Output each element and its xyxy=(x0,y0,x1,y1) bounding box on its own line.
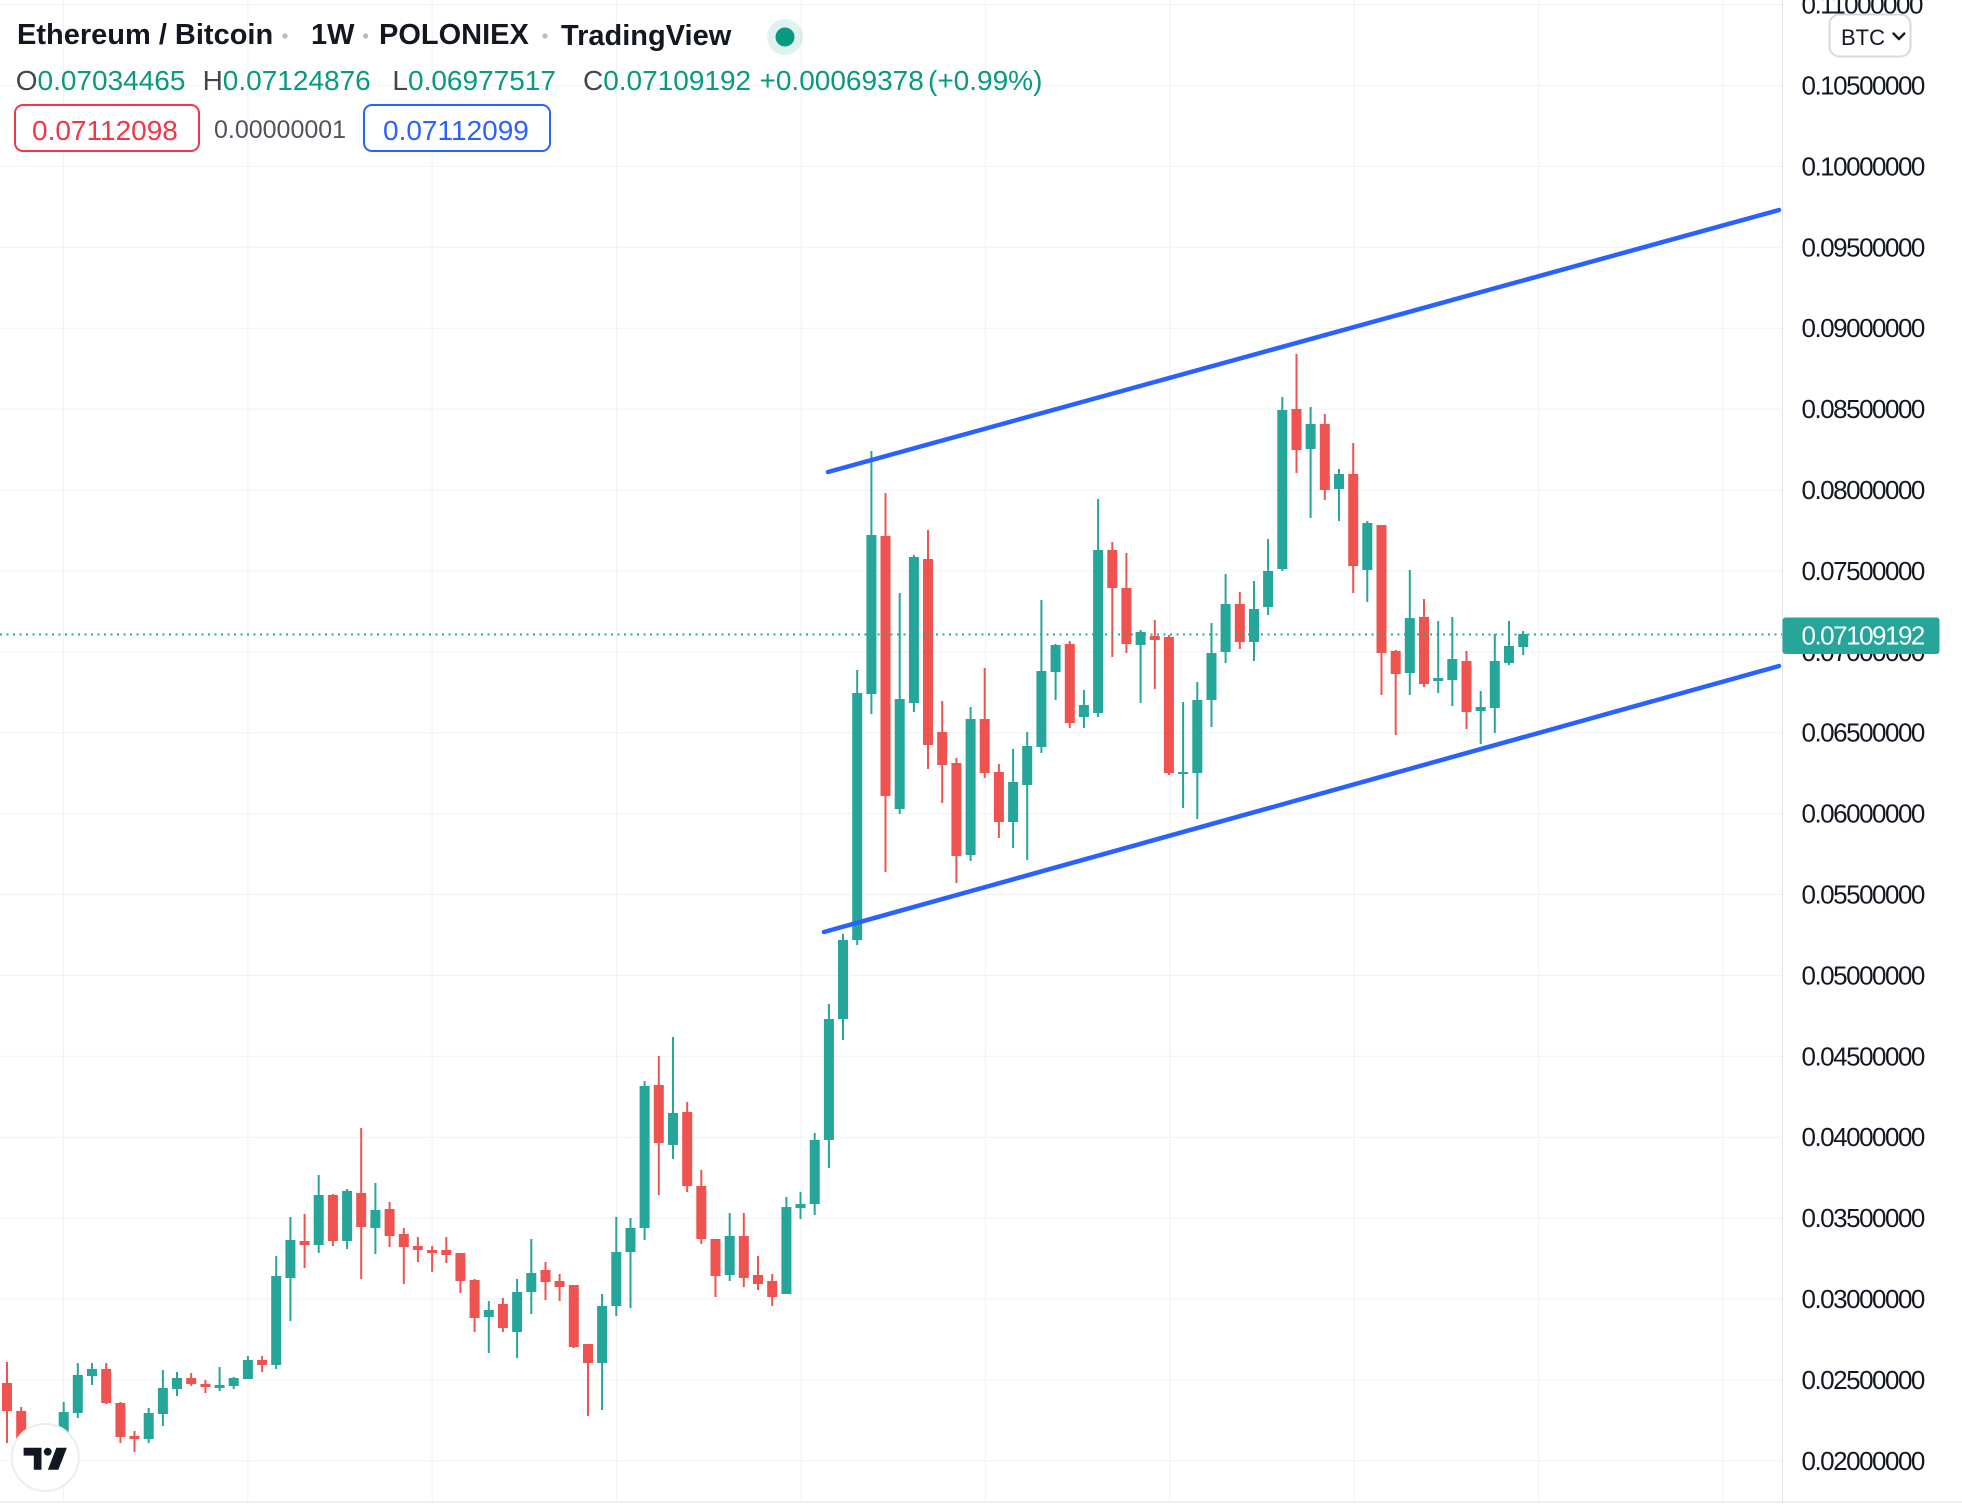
svg-text:C: C xyxy=(583,65,603,96)
svg-text:0.10500000: 0.10500000 xyxy=(1802,71,1925,101)
svg-text:POLONIEX: POLONIEX xyxy=(379,19,530,51)
svg-text:0.10000000: 0.10000000 xyxy=(1802,151,1925,181)
svg-text:0.05000000: 0.05000000 xyxy=(1802,960,1925,990)
svg-text:0.03500000: 0.03500000 xyxy=(1802,1203,1925,1233)
svg-text:0.04500000: 0.04500000 xyxy=(1802,1041,1925,1071)
svg-text:0.06977517: 0.06977517 xyxy=(408,65,556,96)
svg-text:0.06000000: 0.06000000 xyxy=(1802,799,1925,829)
svg-text:0.05500000: 0.05500000 xyxy=(1802,880,1925,910)
svg-text:L: L xyxy=(392,65,408,96)
svg-text:0.07112099: 0.07112099 xyxy=(383,115,529,146)
svg-text:0.03000000: 0.03000000 xyxy=(1802,1284,1925,1314)
svg-text:0.08000000: 0.08000000 xyxy=(1802,475,1925,505)
svg-text:H: H xyxy=(203,65,223,96)
svg-text:(+0.99%): (+0.99%) xyxy=(928,65,1042,96)
svg-text:0.02000000: 0.02000000 xyxy=(1802,1446,1925,1476)
svg-text:1W: 1W xyxy=(311,19,355,51)
svg-text:BTC: BTC xyxy=(1841,25,1885,50)
svg-text:0.07500000: 0.07500000 xyxy=(1802,556,1925,586)
svg-text:0.09500000: 0.09500000 xyxy=(1802,232,1925,262)
svg-text:0.09000000: 0.09000000 xyxy=(1802,313,1925,343)
svg-text:0.07112098: 0.07112098 xyxy=(32,115,178,146)
svg-text:0.07034465: 0.07034465 xyxy=(38,65,186,96)
svg-text:Ethereum / Bitcoin: Ethereum / Bitcoin xyxy=(17,19,273,51)
svg-text:0.02500000: 0.02500000 xyxy=(1802,1365,1925,1395)
svg-text:0.07109192: 0.07109192 xyxy=(1802,621,1925,651)
svg-text:O: O xyxy=(16,65,38,96)
svg-text:0.06500000: 0.06500000 xyxy=(1802,718,1925,748)
svg-text:0.07124876: 0.07124876 xyxy=(223,65,371,96)
svg-text:0.07109192: 0.07109192 xyxy=(603,65,751,96)
svg-text:0.00000001: 0.00000001 xyxy=(214,116,346,144)
svg-text:0.04000000: 0.04000000 xyxy=(1802,1122,1925,1152)
svg-text:0.08500000: 0.08500000 xyxy=(1802,394,1925,424)
svg-text:+0.00069378: +0.00069378 xyxy=(760,65,924,96)
svg-text:TradingView: TradingView xyxy=(561,20,732,52)
